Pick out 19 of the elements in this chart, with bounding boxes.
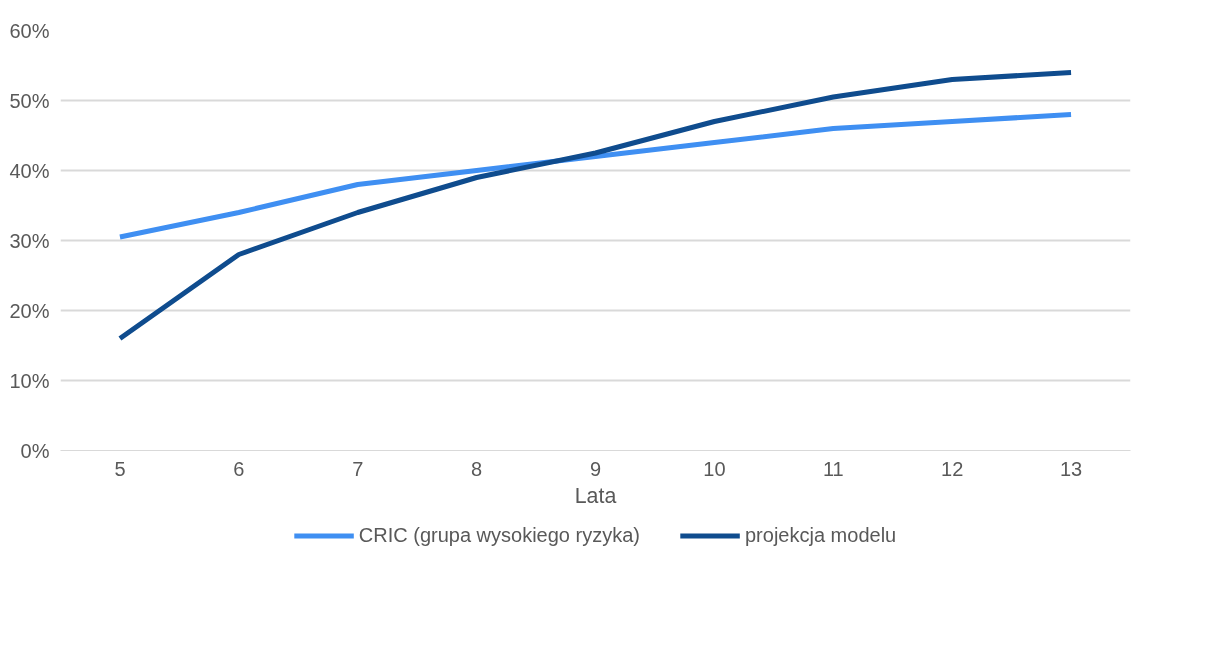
x-tick-label: 13 <box>1059 457 1083 480</box>
y-tick-label: 10% <box>9 369 50 392</box>
x-tick-label: 10 <box>703 457 726 480</box>
legend-label: projekcja modelu <box>745 523 897 547</box>
x-tick-label: 7 <box>352 457 364 480</box>
y-tick-label: 0% <box>20 439 50 462</box>
x-tick-label: 8 <box>471 457 483 480</box>
x-tick-label: 11 <box>822 457 844 480</box>
x-tick-label: 5 <box>114 457 126 480</box>
y-tick-label: 20% <box>9 299 50 322</box>
y-tick-label: 30% <box>9 229 50 252</box>
x-tick-label: 12 <box>941 457 964 480</box>
legend-label: CRIC (grupa wysokiego ryzyka) <box>358 523 640 547</box>
y-tick-label: 60% <box>9 19 50 42</box>
y-tick-label: 50% <box>9 89 50 112</box>
x-tick-label: 6 <box>233 457 245 480</box>
y-tick-label: 40% <box>9 159 50 182</box>
x-axis-title: Lata <box>574 483 617 508</box>
x-tick-label: 9 <box>589 457 602 480</box>
